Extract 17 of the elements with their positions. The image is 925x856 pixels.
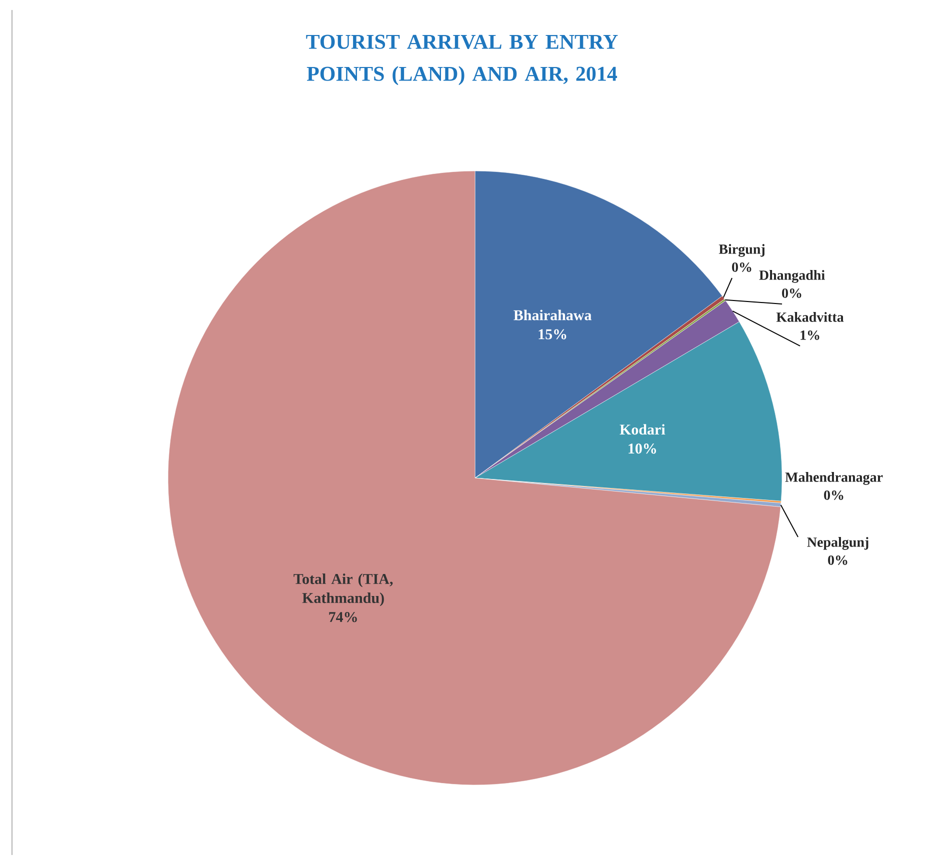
data-label: 0%: [828, 556, 848, 566]
data-label: 74%: [329, 612, 357, 622]
slice-label: Kakadvitta: [776, 312, 844, 322]
slice-label: Dhangadhi: [759, 270, 825, 284]
data-label: 10%: [628, 444, 656, 454]
data-label: 1%: [800, 330, 820, 340]
data-label: 15%: [538, 329, 566, 340]
slice-label: Kodari: [620, 424, 666, 435]
slice-label: Bhairahawa: [514, 310, 592, 321]
data-label: 0%: [824, 490, 844, 500]
data-label: 0%: [732, 262, 752, 272]
data-label: 0%: [782, 288, 802, 298]
slice-label: Mahendranagar: [785, 472, 883, 486]
slice-label: Total Air (TIA, Kathmandu): [294, 574, 393, 606]
slice-label: Birgunj: [718, 244, 764, 258]
slice-label: Nepalgunj: [807, 537, 868, 550]
chart-title: TOURIST ARRIVAL BY ENTRY POINTS (LAND) AND AIR, 2014: [306, 35, 618, 86]
